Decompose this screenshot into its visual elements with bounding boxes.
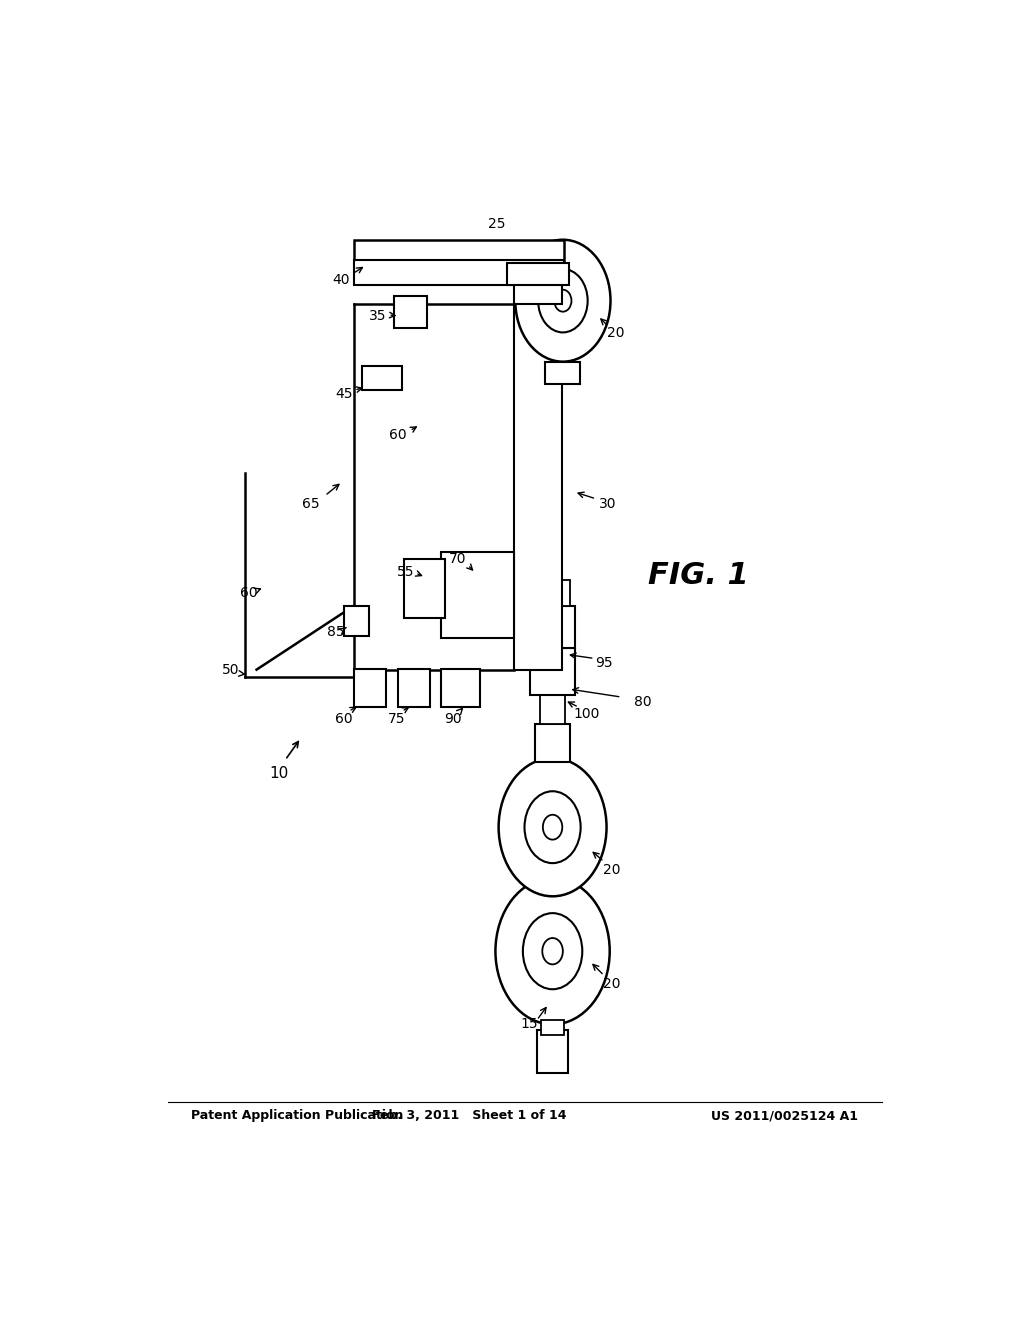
Text: 20: 20: [603, 863, 621, 876]
Text: 85: 85: [327, 626, 345, 639]
Bar: [546, 362, 581, 384]
Text: 20: 20: [603, 977, 621, 991]
Bar: [507, 263, 569, 285]
Bar: [354, 240, 564, 263]
Text: 60: 60: [389, 428, 407, 442]
Bar: [514, 304, 562, 669]
Text: Patent Application Publication: Patent Application Publication: [191, 1109, 403, 1122]
Bar: [362, 366, 401, 391]
Text: 65: 65: [302, 496, 319, 511]
Bar: [514, 263, 562, 304]
Bar: [530, 606, 574, 648]
Bar: [394, 296, 427, 329]
Text: 55: 55: [397, 565, 415, 579]
Bar: [441, 669, 479, 708]
Bar: [536, 581, 570, 606]
Bar: [397, 669, 430, 708]
Text: 90: 90: [444, 713, 462, 726]
Bar: [542, 1020, 563, 1035]
Text: 60: 60: [335, 713, 352, 726]
Text: 95: 95: [595, 656, 613, 669]
Bar: [354, 669, 386, 708]
Text: Feb. 3, 2011   Sheet 1 of 14: Feb. 3, 2011 Sheet 1 of 14: [372, 1109, 566, 1122]
Text: 45: 45: [335, 387, 352, 401]
Circle shape: [523, 913, 583, 989]
Circle shape: [543, 814, 562, 840]
Circle shape: [543, 939, 563, 965]
Bar: [536, 843, 570, 882]
Circle shape: [524, 791, 581, 863]
Text: FIG. 1: FIG. 1: [648, 561, 749, 590]
Bar: [441, 552, 514, 638]
Circle shape: [496, 878, 609, 1024]
Bar: [537, 1031, 568, 1073]
Text: 10: 10: [269, 767, 289, 781]
Bar: [530, 648, 574, 696]
Bar: [404, 558, 445, 618]
Bar: [354, 260, 564, 285]
Text: US 2011/0025124 A1: US 2011/0025124 A1: [711, 1109, 858, 1122]
Text: 30: 30: [599, 496, 616, 511]
Text: 20: 20: [607, 326, 625, 341]
Text: 50: 50: [222, 663, 240, 677]
Bar: [344, 606, 370, 636]
Text: 70: 70: [449, 552, 466, 566]
Circle shape: [539, 269, 588, 333]
Bar: [536, 723, 570, 762]
Text: 35: 35: [370, 309, 387, 323]
Circle shape: [554, 289, 571, 312]
Text: 15: 15: [520, 1018, 538, 1031]
Text: 60: 60: [240, 586, 257, 601]
Text: 75: 75: [387, 713, 404, 726]
Text: 40: 40: [332, 273, 349, 288]
Text: 80: 80: [634, 696, 652, 709]
Text: 100: 100: [573, 708, 600, 721]
Circle shape: [499, 758, 606, 896]
Circle shape: [515, 240, 610, 362]
Text: 25: 25: [488, 218, 506, 231]
Bar: [540, 696, 565, 723]
